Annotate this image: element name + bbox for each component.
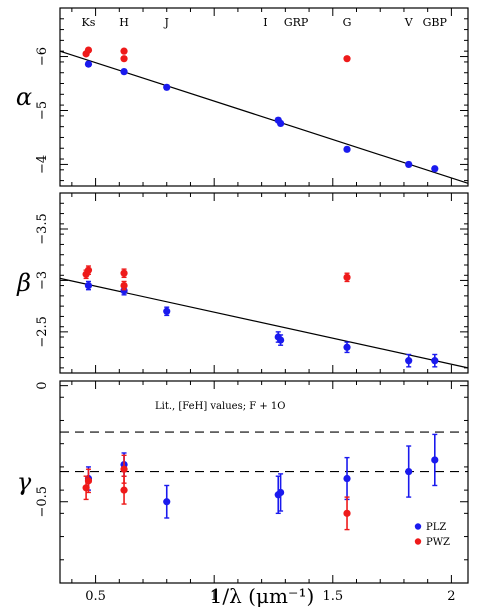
data-point-pwz-alpha — [343, 55, 351, 63]
band-label-ks: Ks — [82, 16, 96, 29]
y-tick-label: 0 — [35, 382, 50, 390]
data-point-plz-gamma — [343, 474, 351, 483]
fit-line-alpha — [59, 50, 469, 184]
fit-lines — [59, 50, 469, 473]
x-tick-label: 1.5 — [322, 589, 343, 604]
y-tick-label: −3.5 — [35, 213, 50, 245]
data-point-pwz-beta — [120, 281, 128, 290]
data-point-plz-beta — [277, 336, 285, 344]
y-tick-label: −5 — [35, 101, 50, 120]
data-point-plz-beta — [431, 357, 439, 365]
legend-marker-plz — [414, 523, 422, 530]
data-point-pwz-gamma — [120, 465, 128, 473]
data-point-plz-beta — [120, 287, 128, 295]
data-point-plz-alpha — [405, 160, 413, 169]
x-tick-label: 0.5 — [85, 589, 106, 604]
data-point-pwz-gamma — [84, 477, 93, 485]
panel-frame-beta — [59, 192, 469, 374]
y-axis-label-alpha: α — [16, 83, 32, 111]
data-marks — [82, 46, 439, 545]
data-point-plz-beta — [84, 281, 93, 290]
x-tick-label: 1 — [210, 589, 218, 604]
x-tick-label: 2 — [447, 589, 455, 604]
band-label-i: I — [263, 16, 267, 29]
data-point-plz-alpha — [277, 119, 285, 128]
data-point-pwz-beta — [120, 269, 128, 277]
data-point-plz-gamma — [431, 456, 439, 464]
data-point-plz-alpha — [84, 60, 93, 68]
band-label-gbp: GBP — [423, 16, 448, 29]
data-point-plz-alpha — [163, 83, 171, 91]
fit-line-beta — [59, 277, 469, 369]
annotation-text: Lit., [FeH] values; F + 1O — [155, 401, 286, 412]
panel-frame-gamma — [59, 380, 469, 584]
legend-label-pwz: PWZ — [426, 537, 450, 548]
data-point-plz-alpha — [120, 68, 128, 76]
data-point-pwz-gamma — [120, 486, 128, 494]
data-point-plz-beta — [405, 357, 413, 365]
data-point-pwz-beta — [84, 266, 93, 274]
data-point-pwz-beta — [343, 273, 351, 281]
data-point-plz-gamma — [277, 488, 285, 497]
data-point-pwz-gamma — [343, 509, 351, 517]
band-label-h: H — [119, 16, 129, 29]
data-point-pwz-alpha — [84, 46, 93, 54]
band-label-j: J — [164, 16, 169, 29]
band-label-grp: GRP — [284, 16, 309, 29]
y-tick-label: −0.5 — [35, 486, 50, 518]
band-label-g: G — [343, 16, 352, 29]
legend-marker-pwz — [414, 538, 422, 545]
y-axis-label-gamma: γ — [17, 468, 32, 496]
data-point-pwz-alpha — [120, 47, 128, 55]
y-axis-label-beta: β — [16, 269, 31, 297]
band-label-v: V — [404, 16, 414, 29]
data-point-plz-alpha — [431, 165, 439, 173]
data-point-pwz-alpha — [120, 55, 128, 63]
x-axis-label: 1/λ (μm⁻¹) — [210, 584, 315, 608]
axis-text: −6 −5 −4 α −3.5 −3 −2.5 β −0.5 0 γ Lit., [FeH] valu… — [16, 16, 456, 604]
panel-frame-alpha — [59, 7, 469, 187]
data-point-plz-gamma — [405, 467, 413, 476]
legend-label-plz: PLZ — [426, 522, 446, 533]
y-tick-label: −3 — [35, 271, 50, 290]
data-point-plz-alpha — [343, 145, 351, 153]
y-tick-label: −6 — [35, 47, 50, 66]
y-tick-label: −4 — [35, 155, 50, 174]
data-point-plz-gamma — [163, 498, 171, 506]
data-point-plz-beta — [163, 307, 171, 315]
data-point-plz-beta — [343, 343, 351, 351]
panel-frames — [59, 7, 469, 584]
y-tick-label: −2.5 — [35, 316, 50, 348]
